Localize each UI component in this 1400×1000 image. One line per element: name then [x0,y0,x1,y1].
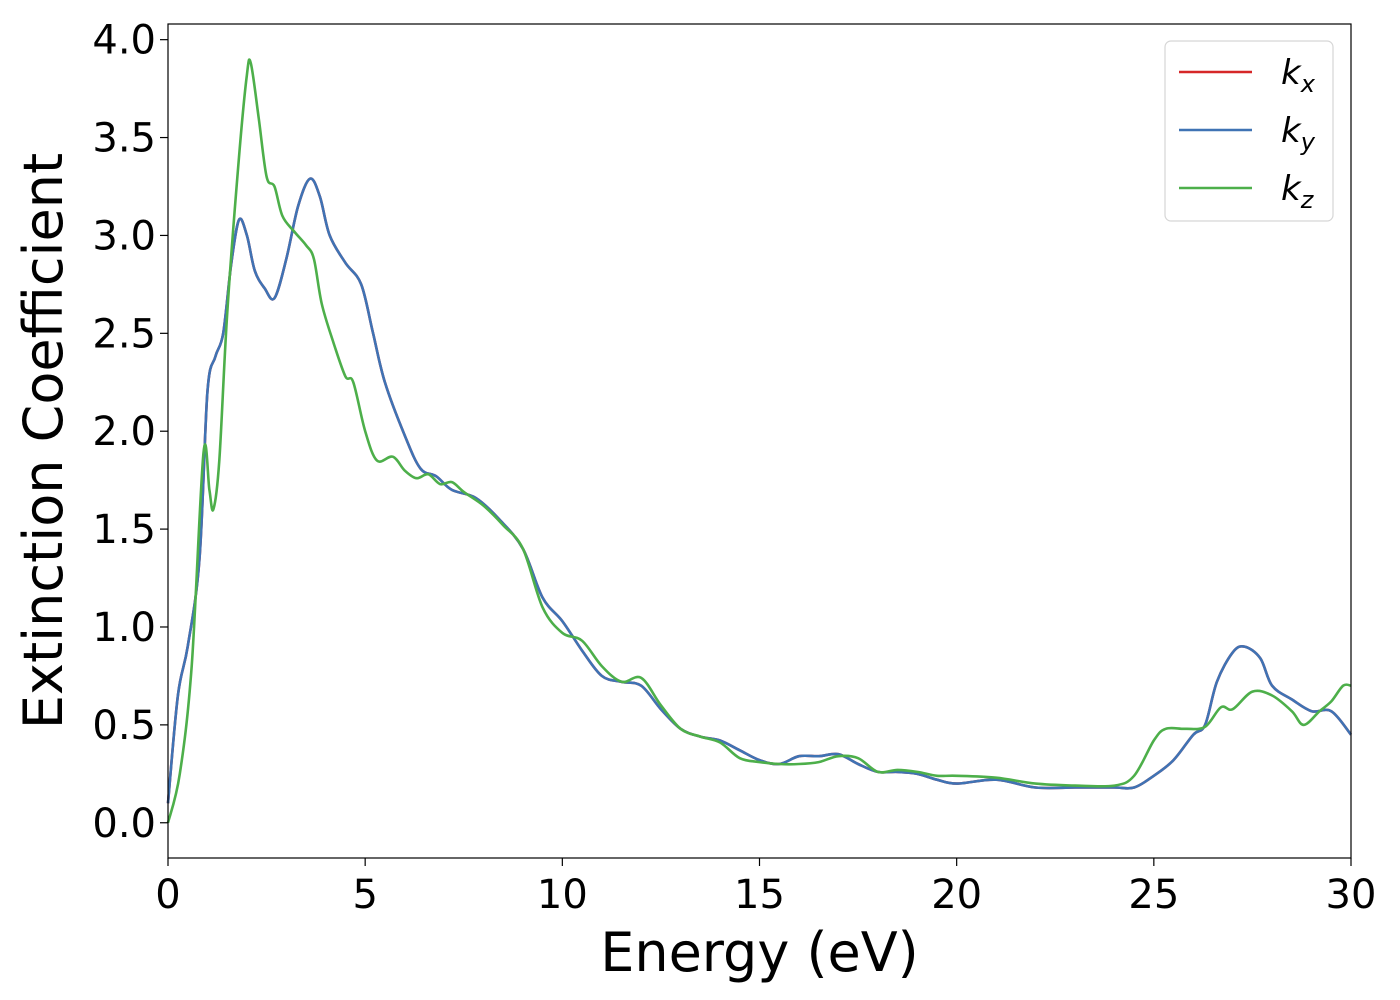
y-tick-label: 2.0 [92,409,156,455]
x-tick-label: 15 [734,872,785,918]
y-axis-ticks: 0.0 0.5 1.0 1.5 2.0 2.5 3.0 3.5 4.0 [92,18,168,847]
series-line-k-y [166,177,1353,804]
legend-label: kx [1281,53,1316,98]
x-tick-label: 25 [1128,872,1179,918]
x-tick-label: 30 [1326,872,1377,918]
legend-label: kz [1281,169,1315,214]
x-tick-label: 20 [931,872,982,918]
legend: kx ky kz [1164,40,1334,222]
y-axis-label: Extinction Coefficient [12,153,75,729]
y-tick-label: 3.0 [92,213,156,259]
legend-label: ky [1281,111,1316,156]
y-tick-label: 3.5 [92,116,156,162]
x-tick-label: 10 [537,872,588,918]
y-tick-label: 1.5 [92,507,156,553]
y-tick-label: 0.5 [92,703,156,749]
y-tick-label: 4.0 [92,18,156,64]
y-tick-label: 1.0 [92,605,156,651]
x-axis-ticks: 0 5 10 15 20 25 30 [155,858,1376,918]
y-tick-label: 2.5 [92,311,156,357]
x-axis-label: Energy (eV) [600,921,919,984]
plot-background [168,24,1351,858]
x-tick-label: 5 [352,872,377,918]
series-line-k-z [166,58,1352,824]
series-lines [166,58,1353,824]
y-tick-label: 0.0 [92,801,156,847]
x-tick-label: 0 [155,872,180,918]
